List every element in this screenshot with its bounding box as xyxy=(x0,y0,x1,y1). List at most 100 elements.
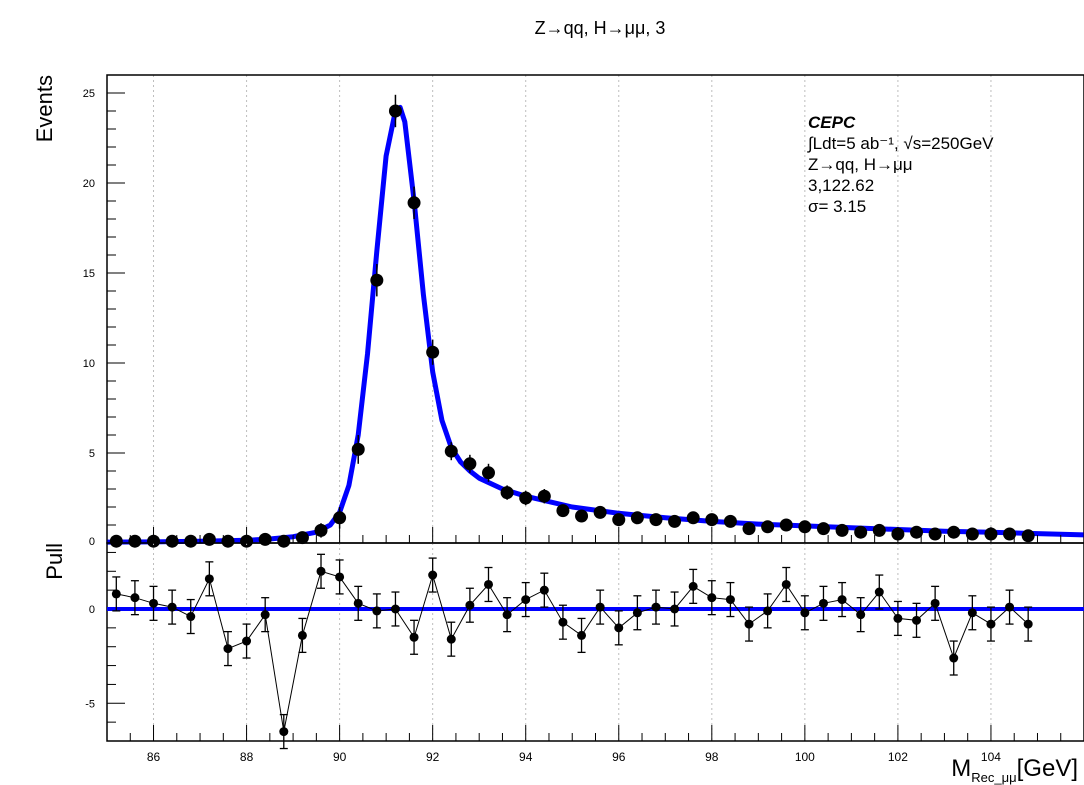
pull-point xyxy=(856,610,866,620)
data-point xyxy=(1021,529,1035,543)
legend-sigma: σ= 3.15 xyxy=(808,197,867,216)
pull-point xyxy=(651,602,661,612)
pull-point xyxy=(390,604,400,614)
upper-y-tick-label: 5 xyxy=(89,448,95,460)
data-point xyxy=(481,466,495,480)
data-point xyxy=(761,520,775,534)
data-point xyxy=(593,505,607,519)
legend-numbers: 3,122.62 xyxy=(808,176,875,195)
legend-box: CEPC ∫Ldt=5 ab⁻¹, √s=250GeV Z→qq, H→μμ 3… xyxy=(808,112,994,217)
upper-y-tick-label: 15 xyxy=(83,268,95,280)
x-tick-label: 98 xyxy=(705,750,719,764)
data-point xyxy=(779,518,793,532)
data-point xyxy=(463,457,477,471)
pull-point xyxy=(632,608,642,618)
pull-point xyxy=(688,581,698,591)
data-point xyxy=(221,534,235,548)
pull-point xyxy=(614,623,624,633)
data-point xyxy=(370,273,384,287)
data-point xyxy=(314,523,328,537)
data-point xyxy=(556,504,570,518)
pull-point xyxy=(874,587,884,597)
x-axis-label-main: M xyxy=(951,755,971,782)
data-point xyxy=(816,522,830,536)
pull-point xyxy=(893,613,903,623)
data-point xyxy=(928,527,942,541)
data-point xyxy=(705,513,719,527)
pull-point xyxy=(670,604,680,614)
upper-y-tick-label: 0 xyxy=(89,536,95,548)
data-point xyxy=(742,522,756,536)
lower-points-layer xyxy=(111,553,1033,750)
pull-point xyxy=(781,579,791,589)
pull-point xyxy=(204,574,214,584)
pull-point xyxy=(577,630,587,640)
legend-luminosity: ∫Ldt=5 ab⁻¹, √s=250GeV xyxy=(808,134,994,153)
data-point xyxy=(109,534,123,548)
pull-point xyxy=(130,593,140,603)
upper-y-tick-label: 10 xyxy=(83,358,95,370)
data-point xyxy=(910,525,924,539)
x-tick-label: 88 xyxy=(240,750,254,764)
pull-point xyxy=(818,598,828,608)
data-point xyxy=(519,491,533,505)
data-point xyxy=(388,104,402,118)
data-point xyxy=(872,523,886,537)
data-point xyxy=(686,511,700,525)
pull-point xyxy=(428,570,438,580)
lower-grid xyxy=(153,543,992,741)
lower-panel: -5 0 86 88 90 92 94 96 98 100 102 104 Pull MRec_μμ… xyxy=(42,527,1084,785)
data-point xyxy=(426,345,440,359)
pull-point xyxy=(502,610,512,620)
pull-point xyxy=(353,598,363,608)
pull-point xyxy=(446,634,456,644)
data-point xyxy=(612,513,626,527)
data-point xyxy=(295,531,309,545)
pull-point xyxy=(149,598,159,608)
x-axis-label: MRec_μμ[GeV] xyxy=(951,755,1078,785)
pull-point xyxy=(930,598,940,608)
pull-point xyxy=(521,595,531,605)
lower-x-axis: 86 88 90 92 94 96 98 100 102 104 xyxy=(106,527,1084,764)
x-axis-label-sub: Rec_μμ xyxy=(971,770,1016,785)
pull-point xyxy=(1023,619,1033,629)
lower-y-tick-label: 0 xyxy=(89,604,95,616)
pull-point xyxy=(483,579,493,589)
data-point xyxy=(537,489,551,503)
pull-point xyxy=(279,727,289,737)
data-point xyxy=(351,442,365,456)
x-tick-label: 94 xyxy=(519,750,533,764)
pull-point xyxy=(558,617,568,627)
pull-point xyxy=(800,608,810,618)
pull-point xyxy=(465,600,475,610)
lower-y-axis-label: Pull xyxy=(42,543,67,580)
upper-y-tick-label: 20 xyxy=(83,178,95,190)
pull-point xyxy=(595,602,605,612)
data-point xyxy=(202,532,216,546)
data-point xyxy=(500,486,514,500)
data-point xyxy=(854,525,868,539)
pull-point xyxy=(372,606,382,616)
data-point xyxy=(723,514,737,528)
pull-point xyxy=(242,636,252,646)
pull-point xyxy=(837,595,847,605)
upper-y-tick-label: 25 xyxy=(83,88,95,100)
data-point xyxy=(277,534,291,548)
pull-point xyxy=(949,653,959,663)
pull-point xyxy=(725,595,735,605)
upper-y-axis: 5 10 15 20 25 0 xyxy=(83,88,125,548)
pull-point xyxy=(707,593,717,603)
pull-point xyxy=(186,612,196,622)
data-point xyxy=(835,523,849,537)
pull-point xyxy=(260,610,270,620)
upper-grid xyxy=(153,75,992,543)
pull-point xyxy=(111,589,121,599)
data-point xyxy=(333,511,347,525)
data-point xyxy=(630,511,644,525)
x-tick-label: 102 xyxy=(888,750,908,764)
x-tick-label: 90 xyxy=(333,750,347,764)
x-tick-label: 100 xyxy=(795,750,815,764)
x-tick-label: 86 xyxy=(147,750,161,764)
pull-point xyxy=(409,632,419,642)
